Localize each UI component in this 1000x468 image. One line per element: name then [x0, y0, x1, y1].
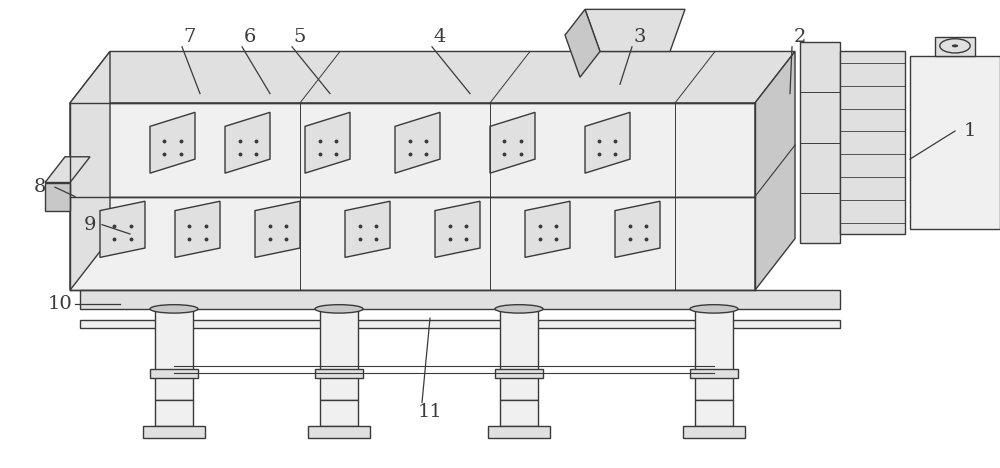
- Ellipse shape: [495, 305, 543, 313]
- Polygon shape: [615, 201, 660, 257]
- Bar: [80, 320, 840, 328]
- Bar: [500, 309, 538, 400]
- Bar: [690, 369, 738, 378]
- Polygon shape: [525, 201, 570, 257]
- Polygon shape: [755, 51, 795, 290]
- Bar: [308, 426, 370, 438]
- Text: 7: 7: [184, 29, 196, 46]
- Bar: [683, 426, 745, 438]
- Polygon shape: [585, 112, 630, 173]
- Bar: [155, 400, 193, 426]
- Bar: [70, 103, 755, 197]
- Polygon shape: [490, 112, 535, 173]
- Polygon shape: [45, 157, 90, 183]
- Ellipse shape: [690, 305, 738, 313]
- Text: 11: 11: [418, 403, 442, 421]
- Bar: [488, 426, 550, 438]
- Polygon shape: [175, 201, 220, 257]
- Bar: [143, 426, 205, 438]
- Bar: [935, 37, 975, 56]
- Text: 6: 6: [244, 29, 256, 46]
- Text: 1: 1: [964, 122, 976, 140]
- Text: 10: 10: [48, 295, 72, 313]
- Bar: [800, 42, 840, 243]
- Bar: [840, 51, 905, 234]
- Polygon shape: [565, 9, 600, 77]
- Text: 3: 3: [634, 29, 646, 46]
- Polygon shape: [255, 201, 300, 257]
- Bar: [695, 400, 733, 426]
- Ellipse shape: [315, 305, 363, 313]
- Bar: [695, 309, 733, 400]
- Polygon shape: [225, 112, 270, 173]
- Circle shape: [952, 44, 958, 47]
- Text: 9: 9: [84, 216, 96, 234]
- Polygon shape: [435, 201, 480, 257]
- Bar: [495, 369, 543, 378]
- Bar: [70, 197, 755, 290]
- Bar: [910, 56, 1000, 229]
- Polygon shape: [305, 112, 350, 173]
- Bar: [155, 309, 193, 400]
- Bar: [150, 369, 198, 378]
- Polygon shape: [585, 9, 685, 51]
- Polygon shape: [70, 51, 795, 103]
- Polygon shape: [345, 201, 390, 257]
- Bar: [45, 183, 70, 211]
- Text: 5: 5: [294, 29, 306, 46]
- Text: 4: 4: [434, 29, 446, 46]
- Ellipse shape: [150, 305, 198, 313]
- Polygon shape: [150, 112, 195, 173]
- Polygon shape: [395, 112, 440, 173]
- Bar: [320, 400, 358, 426]
- Bar: [320, 309, 358, 400]
- Polygon shape: [70, 51, 110, 290]
- Polygon shape: [100, 201, 145, 257]
- Bar: [500, 400, 538, 426]
- Bar: [80, 290, 840, 309]
- Bar: [315, 369, 363, 378]
- Text: 8: 8: [34, 178, 46, 196]
- Text: 2: 2: [794, 29, 806, 46]
